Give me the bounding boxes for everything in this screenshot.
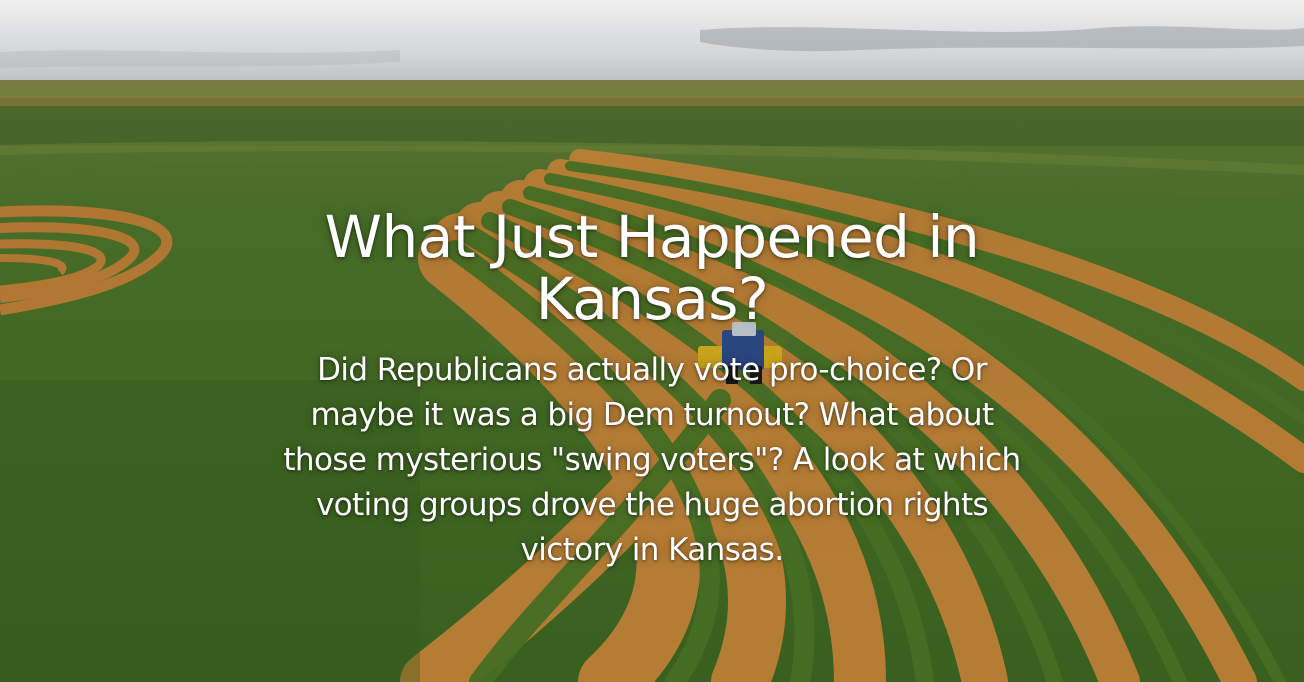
page-title: What Just Happened in Kansas? [324, 203, 980, 333]
page-subtitle: Did Republicans actually vote pro-choice… [283, 352, 1021, 568]
hero-text: What Just Happened in Kansas? Did Republ… [252, 206, 1052, 573]
